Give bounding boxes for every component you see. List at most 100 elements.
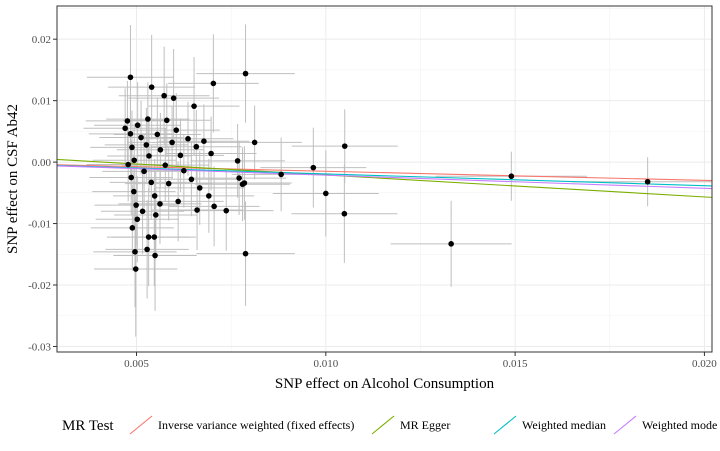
data-point (644, 178, 651, 185)
data-point (151, 234, 158, 240)
legend-item: Weighted mode (613, 415, 717, 435)
y-tick-label: 0.00 (32, 157, 52, 169)
data-point (148, 84, 155, 90)
data-point (173, 127, 180, 133)
data-point (154, 131, 161, 138)
data-point (165, 180, 172, 187)
data-point (223, 207, 230, 214)
data-point (134, 122, 141, 129)
y-axis-title: SNP effect on CSF Ab42 (5, 104, 21, 254)
regression-line (57, 164, 712, 187)
data-point (132, 249, 138, 255)
data-point (341, 143, 348, 149)
data-point (201, 138, 207, 145)
data-point (162, 162, 169, 168)
data-point (188, 176, 195, 183)
data-point (129, 225, 136, 231)
data-point (145, 234, 152, 240)
y-tick-label: 0.02 (32, 34, 51, 46)
data-point (196, 185, 203, 191)
y-tick-label: -0.03 (28, 341, 51, 353)
x-axis-ticks: 0.005 0.010 0.015 0.020 (124, 352, 717, 370)
data-point (131, 157, 138, 164)
data-point (151, 193, 158, 199)
data-point (132, 266, 139, 272)
data-point (125, 161, 131, 168)
data-point (234, 158, 241, 164)
data-point (508, 173, 515, 180)
data-point (241, 180, 248, 186)
legend: MR Test Inverse variance weighted (fixed… (62, 415, 717, 435)
legend-key (493, 415, 517, 435)
data-point (206, 193, 212, 199)
x-tick-label: 0.020 (692, 358, 717, 370)
data-point (211, 203, 217, 210)
data-point (169, 139, 175, 146)
data-point (141, 168, 147, 175)
data-point (122, 125, 128, 132)
x-axis-title: SNP effect on Alcohol Consumption (275, 376, 495, 392)
legend-label: Weighted median (522, 418, 606, 432)
data-point (181, 167, 187, 174)
data-point (251, 139, 258, 146)
data-point (138, 134, 144, 141)
panel-border (56, 5, 713, 353)
data-point (129, 144, 135, 151)
regression-line (57, 165, 712, 190)
legend-label: Weighted mode (642, 418, 717, 432)
legend-item: Inverse variance weighted (fixed effects… (129, 415, 354, 435)
data-point (341, 210, 348, 217)
data-point (157, 147, 164, 153)
data-point (278, 171, 284, 178)
y-tick-label: -0.01 (28, 219, 51, 231)
data-point (131, 188, 137, 195)
data-point (145, 116, 151, 122)
data-point (157, 201, 163, 207)
legend-item: Weighted median (493, 415, 606, 435)
data-point (177, 152, 184, 159)
data-point (139, 208, 146, 215)
data-point (242, 250, 249, 257)
data-point (127, 74, 134, 81)
legend-key (613, 415, 637, 435)
data-point (175, 198, 181, 205)
data-point (191, 103, 197, 109)
x-tick-label: 0.015 (503, 358, 528, 370)
data-point (143, 142, 150, 148)
data-points (122, 70, 651, 272)
data-point (161, 92, 167, 99)
legend-label: Inverse variance weighted (fixed effects… (158, 418, 354, 432)
data-point (193, 143, 200, 150)
legend-key (129, 415, 153, 435)
data-point (144, 246, 150, 253)
data-point (208, 150, 214, 157)
legend-item: MR Egger (371, 415, 450, 435)
data-point (124, 118, 131, 124)
data-point (133, 202, 139, 208)
legend-key (371, 415, 395, 435)
data-point (148, 179, 155, 186)
data-point (448, 241, 454, 247)
legend-label: MR Egger (400, 418, 450, 432)
data-point (236, 175, 242, 181)
x-tick-label: 0.005 (124, 358, 149, 370)
x-tick-label: 0.010 (313, 358, 338, 370)
data-point (323, 190, 329, 197)
y-tick-label: -0.02 (28, 280, 51, 292)
data-point (146, 153, 152, 159)
data-point (127, 131, 134, 137)
data-point (128, 174, 135, 181)
y-tick-label: 0.01 (32, 96, 51, 108)
data-point (185, 135, 191, 142)
data-point (194, 207, 200, 213)
y-axis-ticks: -0.03 -0.02 -0.01 0.00 0.01 0.02 (28, 34, 57, 353)
data-point (152, 252, 158, 259)
data-point (163, 117, 170, 124)
data-point (170, 95, 177, 101)
data-point (310, 164, 317, 171)
data-point (242, 70, 249, 77)
legend-title: MR Test (62, 418, 114, 434)
data-point (134, 216, 141, 223)
